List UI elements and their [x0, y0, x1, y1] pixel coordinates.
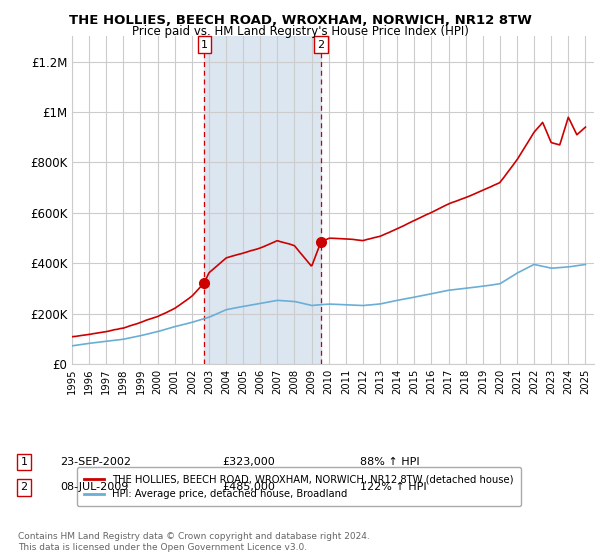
Text: 1: 1: [20, 457, 28, 467]
Text: 88% ↑ HPI: 88% ↑ HPI: [360, 457, 419, 467]
Legend: THE HOLLIES, BEECH ROAD, WROXHAM, NORWICH, NR12 8TW (detached house), HPI: Avera: THE HOLLIES, BEECH ROAD, WROXHAM, NORWIC…: [77, 467, 521, 506]
Bar: [204, 36, 321, 364]
Text: Contains HM Land Registry data © Crown copyright and database right 2024.
This d: Contains HM Land Registry data © Crown c…: [18, 532, 370, 552]
Text: 23-SEP-2002: 23-SEP-2002: [60, 457, 131, 467]
Text: 2: 2: [317, 40, 325, 50]
Text: THE HOLLIES, BEECH ROAD, WROXHAM, NORWICH, NR12 8TW: THE HOLLIES, BEECH ROAD, WROXHAM, NORWIC…: [68, 14, 532, 27]
Text: 2: 2: [20, 482, 28, 492]
Text: £323,000: £323,000: [222, 457, 275, 467]
Text: £485,000: £485,000: [222, 482, 275, 492]
Text: 1: 1: [201, 40, 208, 50]
Text: 122% ↑ HPI: 122% ↑ HPI: [360, 482, 427, 492]
Text: Price paid vs. HM Land Registry's House Price Index (HPI): Price paid vs. HM Land Registry's House …: [131, 25, 469, 38]
Text: 08-JUL-2009: 08-JUL-2009: [60, 482, 128, 492]
